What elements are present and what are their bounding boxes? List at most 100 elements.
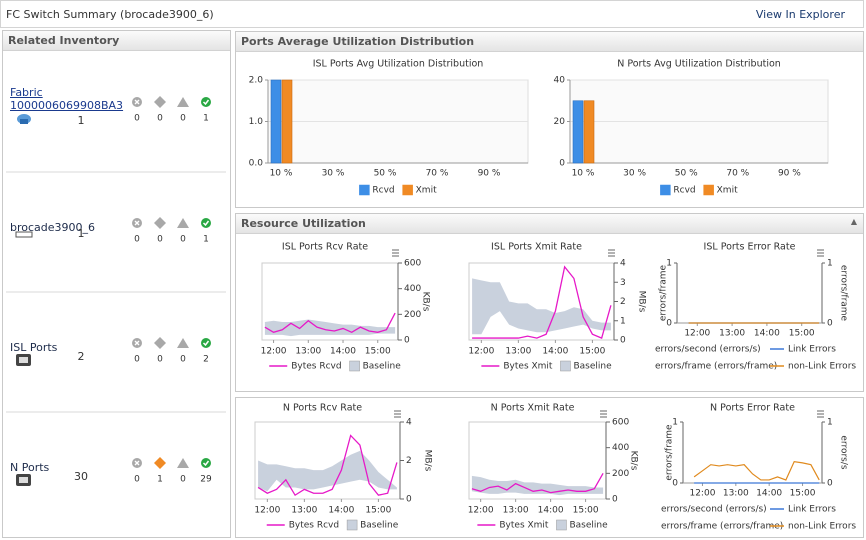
x-tick-label: 12:00 xyxy=(261,347,287,357)
x-tick-label: 13:00 xyxy=(505,347,531,357)
x-tick-label: 14:00 xyxy=(328,506,354,516)
status-count: 0 xyxy=(134,235,140,245)
legend: Bytes Xmit Baseline xyxy=(477,519,608,531)
y-axis-label: errors/frame xyxy=(659,264,669,321)
y-tick-label: 1 xyxy=(620,316,626,326)
y-tick-label: 1 xyxy=(666,259,672,269)
y-tick-label: 0 xyxy=(666,319,672,329)
y2-tick-label: 0 xyxy=(827,319,833,329)
y2-axis-label: errors/frame xyxy=(839,265,849,322)
y-tick-label: 0.0 xyxy=(249,159,264,169)
panel-header: Ports Average Utilization Distribution xyxy=(236,32,863,52)
x-tick-label: 90 % xyxy=(478,169,501,179)
bar xyxy=(572,100,584,164)
status-icon xyxy=(154,457,166,469)
x-tick-label: 13:00 xyxy=(295,347,321,357)
status-count: 1 xyxy=(157,475,163,485)
status-icon xyxy=(154,217,166,229)
y-tick-label: 0 xyxy=(672,479,678,489)
y2-tick-label: 0 xyxy=(827,479,833,489)
status-icon xyxy=(134,99,140,105)
status-icon xyxy=(202,220,210,227)
data-line xyxy=(693,460,820,481)
y-axis-label: errors/frame xyxy=(665,424,675,481)
x-tick-label: 15:00 xyxy=(790,489,816,499)
legend-label: Xmit xyxy=(416,186,437,196)
status-icon xyxy=(201,338,211,348)
status-icon xyxy=(134,460,140,466)
legend-label: non-Link Errors xyxy=(788,522,856,532)
baseline-band xyxy=(258,450,397,492)
status-count: 0 xyxy=(180,114,186,124)
legend-label: Link Errors xyxy=(788,505,836,515)
x-tick-label: 10 % xyxy=(270,169,293,179)
status-count: 0 xyxy=(157,355,163,365)
title-bar: FC Switch Summary (brocade3900_6) View I… xyxy=(0,0,864,28)
y-tick-label: 200 xyxy=(612,469,629,479)
status-icon xyxy=(177,338,189,348)
legend-group-label: errors/frame (errors/frame) xyxy=(661,522,783,532)
status-icon xyxy=(201,458,211,468)
legend-swatch xyxy=(560,360,571,372)
y-tick-label: 0 xyxy=(406,495,412,505)
status-count: 0 xyxy=(134,475,140,485)
inventory-count: 2 xyxy=(77,350,85,363)
status-icon xyxy=(154,337,166,349)
chart-title: ISL Ports Rcv Rate xyxy=(282,242,368,253)
status-icon xyxy=(202,460,210,467)
x-tick-label: 13:00 xyxy=(719,329,745,339)
x-tick-label: 14:00 xyxy=(330,347,356,357)
x-tick-label: 12:00 xyxy=(468,506,494,516)
legend-swatch xyxy=(349,360,360,372)
baseline-band xyxy=(472,278,611,335)
legend-group-label: errors/frame (errors/frame) xyxy=(655,362,777,372)
legend: Bytes Xmit Baseline xyxy=(481,360,612,372)
panel-header: Resource Utilization xyxy=(236,214,863,234)
x-tick-label: 14:00 xyxy=(542,347,568,357)
status-count: 0 xyxy=(157,235,163,245)
y-tick-label: 20 xyxy=(554,117,566,127)
inventory-count: 30 xyxy=(74,470,88,483)
x-tick-label: 14:00 xyxy=(754,329,780,339)
legend-label: Baseline xyxy=(569,521,608,531)
chart-title: ISL Ports Avg Utilization Distribution xyxy=(313,59,484,70)
data-line xyxy=(257,434,398,497)
view-in-explorer-link[interactable]: View In Explorer xyxy=(755,8,845,21)
x-tick-label: 13:00 xyxy=(723,489,749,499)
legend-swatch xyxy=(359,184,370,196)
status-count: 1 xyxy=(203,114,209,124)
data-line xyxy=(472,265,612,339)
inventory-count: 1 xyxy=(77,114,85,127)
x-tick-label: 14:00 xyxy=(756,489,782,499)
x-tick-label: 12:00 xyxy=(254,506,280,516)
inventory-name[interactable]: Fabric 1000006069908BA3 xyxy=(10,86,124,112)
inventory-name: N Ports xyxy=(10,461,50,474)
x-tick-label: 13:00 xyxy=(291,506,317,516)
inventory-name: ISL Ports xyxy=(10,341,58,354)
status-icon xyxy=(202,99,210,106)
status-count: 2 xyxy=(203,355,209,365)
device-icon xyxy=(19,357,28,363)
y-axis-label: KB/s xyxy=(421,292,431,312)
status-icon xyxy=(201,97,211,107)
legend-swatch xyxy=(402,184,413,196)
status-count: 29 xyxy=(200,475,212,485)
x-tick-label: 14:00 xyxy=(538,506,564,516)
chart-title: ISL Ports Error Rate xyxy=(704,242,796,253)
y-tick-label: 400 xyxy=(404,284,421,294)
x-tick-label: 12:00 xyxy=(468,347,494,357)
y-tick-label: 2 xyxy=(620,297,626,307)
y-tick-label: 400 xyxy=(612,443,629,453)
legend-label: Bytes Rcvd xyxy=(289,521,339,531)
y-tick-label: 0 xyxy=(404,336,410,346)
y-tick-label: 600 xyxy=(404,259,421,269)
chart-title: N Ports Xmit Rate xyxy=(491,403,575,414)
collapse-button[interactable]: ▲ xyxy=(850,217,857,226)
legend: Bytes Rcvd Baseline xyxy=(266,519,399,531)
x-tick-label: 15:00 xyxy=(789,329,815,339)
x-tick-label: 12:00 xyxy=(684,329,710,339)
y-tick-label: 0 xyxy=(620,336,626,346)
x-tick-label: 10 % xyxy=(572,169,595,179)
data-line xyxy=(264,312,396,334)
status-count: 0 xyxy=(180,235,186,245)
